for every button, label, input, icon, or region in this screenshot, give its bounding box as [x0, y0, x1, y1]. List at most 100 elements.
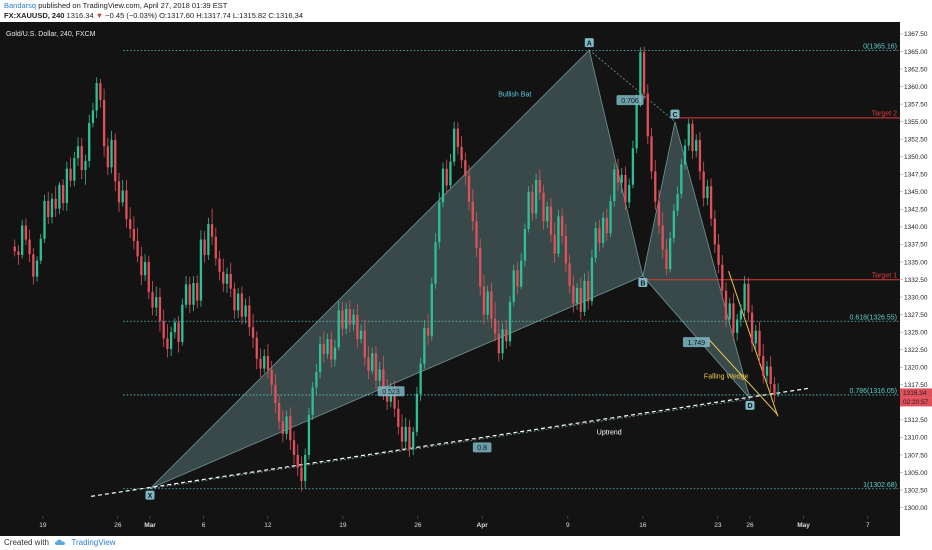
candle-body	[624, 174, 627, 203]
y-tick-label: 1322.50	[904, 347, 928, 354]
candle-body	[736, 319, 739, 333]
candle-body	[393, 388, 396, 409]
x-tick-label: 23	[714, 522, 722, 529]
footer: Created with TradingView	[0, 536, 932, 550]
candle-body	[237, 293, 240, 311]
candle-body	[84, 160, 87, 171]
candle-body	[628, 184, 631, 203]
uptrend-line	[90, 387, 810, 497]
candle-body	[441, 168, 445, 203]
pattern-point-tag	[584, 38, 594, 48]
candle-body	[356, 314, 359, 340]
y-tick-label: 1340.00	[904, 224, 928, 231]
candle-body	[240, 293, 244, 317]
candle-body	[464, 160, 467, 176]
candle-body	[538, 179, 541, 193]
quote-line: FX:XAUUSD, 240 1316.34 ▼ −0.45 (−0.03%) …	[4, 11, 928, 21]
candle-body	[404, 426, 407, 442]
y-tick-label: 1350.00	[904, 154, 928, 161]
price-chart[interactable]: 0(1365.16) 0.618(1326.55) 0.786(1316.05) 1(…	[0, 22, 932, 536]
ratio-tag	[682, 337, 710, 348]
candle-body	[341, 310, 344, 329]
y-tick-label: 1342.50	[904, 207, 928, 214]
candle-body	[426, 327, 430, 336]
candle-body	[546, 206, 549, 222]
chart-area[interactable]: 0(1365.16) 0.618(1326.55) 0.786(1316.05) 1(…	[0, 22, 932, 536]
candle-body	[348, 308, 352, 325]
candle-body	[534, 179, 538, 214]
candle-body	[99, 83, 102, 100]
candle-body	[296, 454, 299, 468]
candle-body	[65, 168, 69, 204]
y-tick-label: 1305.00	[904, 470, 928, 477]
candle-body	[110, 139, 113, 168]
x-tick-label: May	[797, 522, 810, 529]
candle-body	[445, 168, 448, 186]
candle-body	[575, 287, 579, 304]
candle-body	[136, 240, 139, 257]
candle-body	[601, 217, 605, 244]
candle-body	[490, 291, 493, 319]
candle-body	[672, 210, 676, 239]
candle-body	[650, 136, 653, 172]
target-label: Target 2	[872, 110, 897, 117]
wedge-lower-line	[708, 339, 779, 416]
candle-body	[516, 270, 519, 287]
candle-body	[277, 403, 281, 422]
candle-body	[497, 333, 500, 354]
candle-body	[587, 280, 590, 302]
candle-body	[482, 286, 486, 315]
candle-body	[69, 168, 72, 181]
candle-body	[620, 174, 623, 183]
down-arrow-icon: ▼	[95, 11, 104, 20]
candle-body	[352, 314, 355, 325]
candle-body	[717, 244, 720, 265]
fib-level-label: 0(1365.16)	[863, 43, 897, 50]
candle-body	[326, 339, 329, 354]
candle-body	[214, 236, 217, 259]
y-tick-label: 1302.50	[904, 487, 928, 494]
candle-body	[155, 297, 158, 308]
candle-body	[114, 139, 117, 182]
candle-body	[680, 164, 683, 194]
candle-body	[616, 169, 620, 183]
candle-body	[739, 310, 743, 320]
candle-body	[140, 256, 143, 276]
tradingview-brand[interactable]: TradingView	[71, 538, 116, 547]
price-marker-label: 02:20:57	[903, 399, 929, 406]
candle-body	[367, 357, 370, 371]
price-marker	[900, 388, 932, 398]
author-link[interactable]: Bandarsq	[4, 1, 37, 10]
candle-body	[598, 228, 601, 244]
publish-info: published on TradingView.com, April 27, …	[38, 1, 228, 10]
candle-body	[743, 283, 746, 311]
candle-body	[590, 257, 594, 302]
candle-body	[35, 260, 39, 277]
candle-body	[307, 414, 311, 455]
candle-body	[501, 329, 504, 354]
candle-body	[762, 356, 765, 376]
candle-body	[50, 198, 54, 218]
candle-body	[467, 175, 471, 202]
candle-body	[132, 229, 136, 241]
candle-body	[43, 200, 46, 239]
pattern-point-label: X	[148, 493, 153, 500]
candle-body	[129, 219, 132, 230]
candle-body	[184, 284, 188, 305]
candle-body	[17, 251, 20, 255]
candle-body	[47, 200, 50, 218]
candle-body	[583, 280, 586, 312]
y-tick-label: 1352.50	[904, 136, 928, 143]
ratio-label: 0.8	[477, 445, 487, 452]
price-marker	[900, 397, 932, 407]
chart-title: Gold/U.S. Dollar, 240, FXCM	[6, 31, 96, 38]
candle-body	[125, 190, 128, 220]
candle-body	[333, 347, 337, 360]
plot-background	[0, 22, 900, 516]
candle-body	[162, 320, 165, 339]
candle-body	[166, 338, 169, 349]
y-tick-label: 1320.00	[904, 365, 928, 372]
candle-body	[225, 273, 229, 284]
ratio-label: 1.749	[688, 340, 706, 347]
